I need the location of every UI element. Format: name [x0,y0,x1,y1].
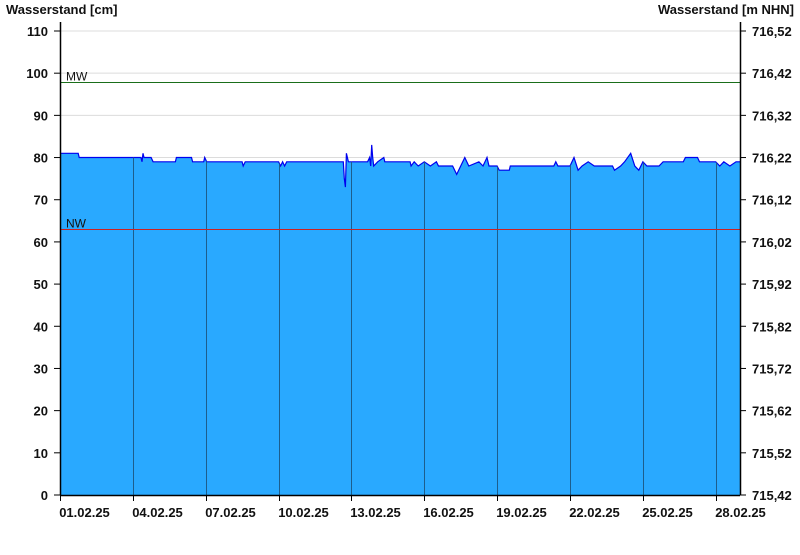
x-tick-label: 25.02.25 [642,505,693,520]
x-tick-label: 16.02.25 [423,505,474,520]
y-tick-label-right: 715,82 [752,319,792,334]
x-tick-label: 10.02.25 [278,505,329,520]
y-tick-label-left: 10 [34,446,48,461]
y-axis-label-left: Wasserstand [cm] [6,2,118,17]
y-tick-label-left: 70 [34,193,48,208]
y-tick-label-left: 60 [34,235,48,250]
y-tick-label-left: 110 [27,24,48,39]
reference-label-mw: MW [66,70,88,84]
x-tick-label: 07.02.25 [205,505,256,520]
y-tick-label-left: 90 [34,108,48,123]
y-tick-label-right: 715,92 [752,277,792,292]
water-level-line [60,144,740,188]
reference-label-nw: NW [66,217,87,231]
y-tick-label-right: 716,42 [752,66,792,81]
y-tick-label-right: 716,12 [752,193,792,208]
y-tick-label-left: 80 [34,151,48,166]
y-tick-label-right: 716,02 [752,235,792,250]
x-tick-label: 22.02.25 [569,505,620,520]
y-tick-label-left: 40 [34,319,48,334]
y-tick-label-right: 716,22 [752,151,792,166]
x-tick-label: 13.02.25 [350,505,401,520]
water-level-area [60,144,740,495]
y-tick-label-right: 715,52 [752,446,792,461]
y-tick-label-right: 715,62 [752,404,792,419]
x-tick-label: 19.02.25 [496,505,547,520]
y-tick-label-right: 716,52 [752,24,792,39]
x-tick-label: 04.02.25 [132,505,183,520]
x-tick-label: 28.02.25 [715,505,766,520]
y-tick-label-left: 50 [34,277,48,292]
y-tick-label-right: 715,72 [752,361,792,376]
x-tick-label: 01.02.25 [59,505,110,520]
y-axis-label-right: Wasserstand [m NHN] [658,2,794,17]
y-tick-label-right: 716,32 [752,108,792,123]
y-tick-label-left: 30 [34,361,48,376]
y-tick-label-left: 20 [34,404,48,419]
y-tick-label-left: 100 [26,66,48,81]
y-tick-label-right: 715,42 [752,488,792,503]
y-tick-label-left: 0 [41,488,48,503]
